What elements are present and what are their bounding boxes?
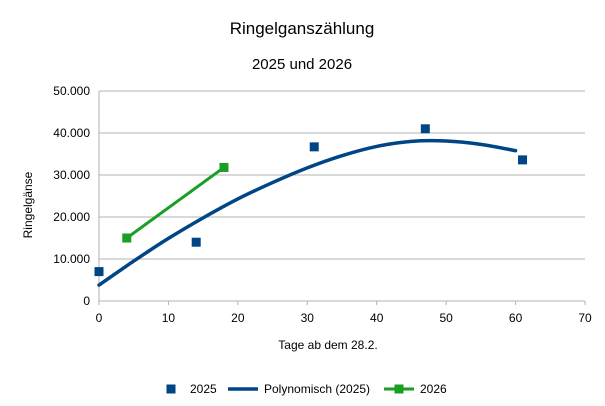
legend-marker-swatch [394,384,404,394]
series-trendline-2025 [97,138,518,287]
x-tick-label: 20 [231,311,245,325]
x-tick-label: 10 [162,311,176,325]
x-tick-label: 30 [301,311,315,325]
legend: 2025 Polynomisch (2025) 2026 [166,382,447,396]
series-line-2026 [125,166,225,240]
x-axis-label: Tage ab dem 28.2. [278,338,377,352]
y-tick-label: 50.000 [53,84,90,98]
legend-marker-swatch [166,384,176,394]
y-axis-label: Ringelgänse [21,171,35,238]
axes: 0 10.000 20.000 30.000 40.000 50.000 0 10 20 30 40… [53,84,592,325]
plot-area [94,124,528,287]
data-point-2025 [191,237,201,247]
y-tick-label: 40.000 [53,126,90,140]
legend-label: Polynomisch (2025) [264,382,370,396]
data-point-2026 [122,233,132,243]
data-point-2025 [94,267,104,277]
x-tick-label: 0 [96,311,103,325]
chart-subtitle: 2025 und 2026 [252,56,352,73]
chart-title: Ringelganszählung [230,19,375,38]
legend-item: 2026 [384,382,447,396]
legend-item: 2025 [166,382,217,396]
y-tick-label: 0 [83,294,90,308]
legend-label: 2025 [190,382,217,396]
y-tick-label: 30.000 [53,168,90,182]
data-point-2025 [518,155,528,165]
x-tick-label: 50 [439,311,453,325]
y-tick-label: 10.000 [53,252,90,266]
legend-item: Polynomisch (2025) [228,382,370,396]
x-tick-label: 40 [370,311,384,325]
y-tick-label: 20.000 [53,210,90,224]
legend-label: 2026 [420,382,447,396]
x-tick-label: 70 [578,311,592,325]
grid [99,90,585,302]
data-point-2026 [219,162,229,172]
x-tick-label: 60 [509,311,523,325]
data-point-2025 [309,142,319,152]
data-point-2025 [420,124,430,134]
